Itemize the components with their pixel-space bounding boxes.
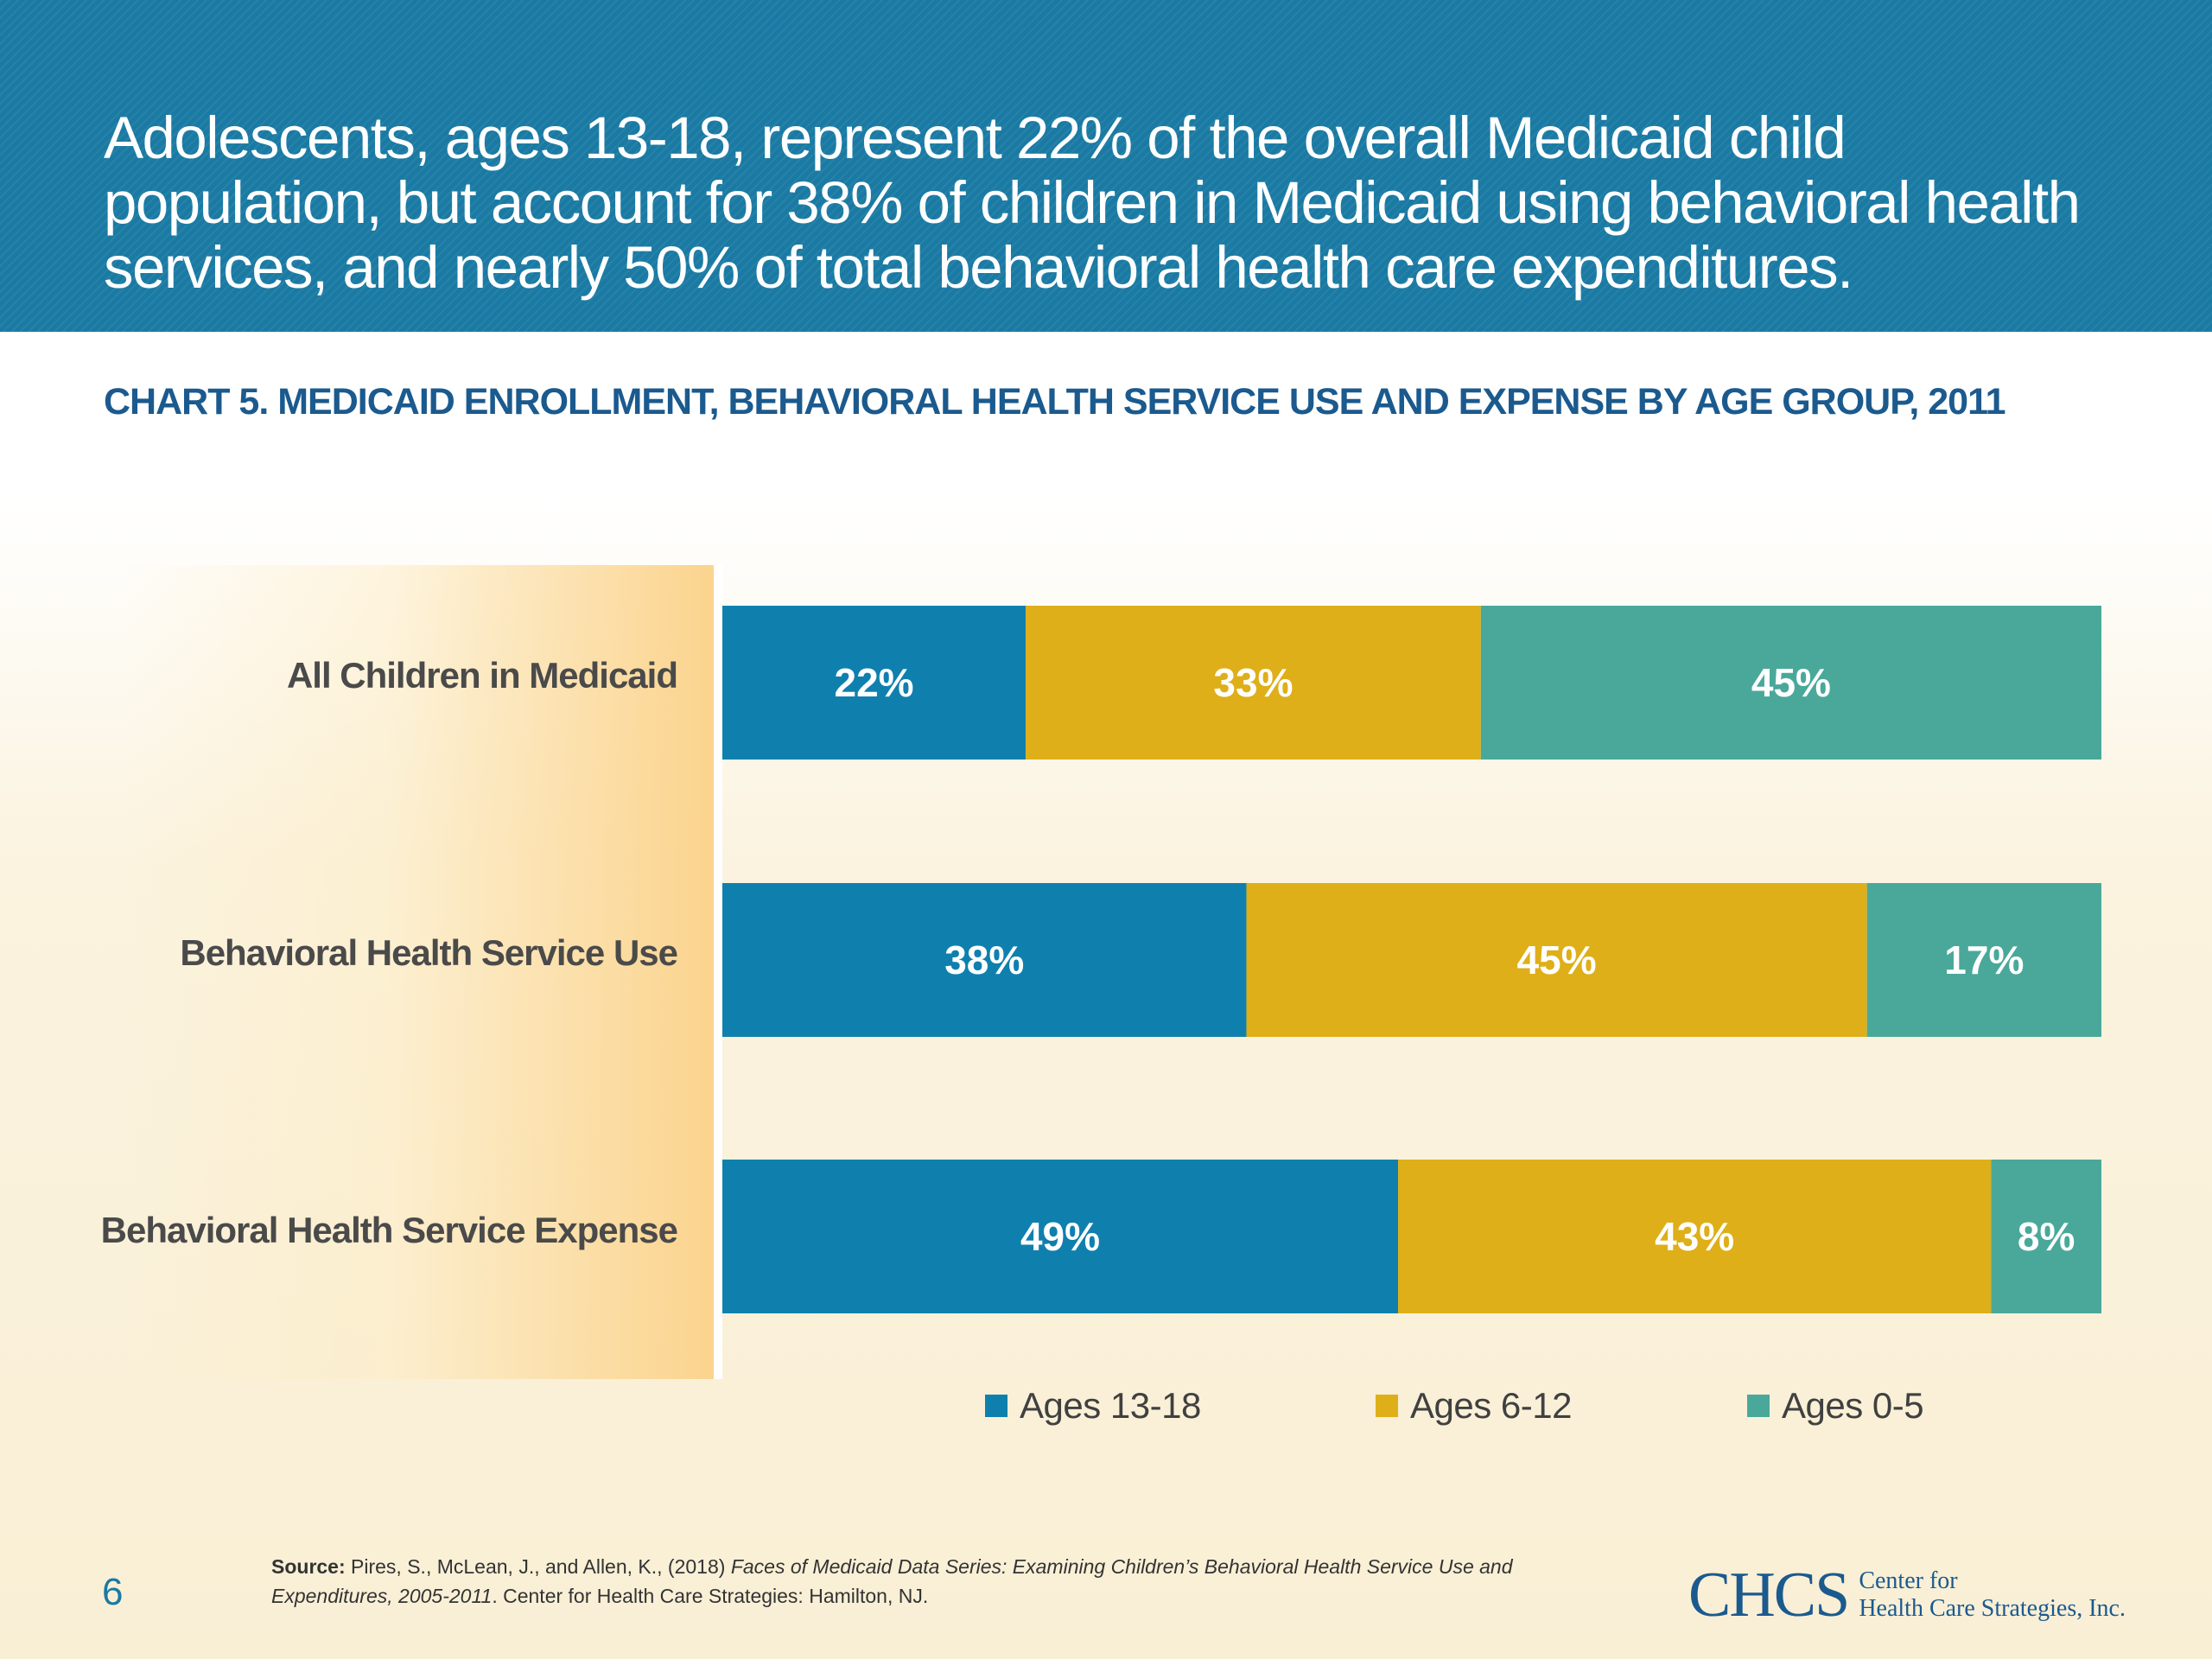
category-label-service-use: Behavioral Health Service Use (180, 932, 678, 973)
data-label-behavioral-health-service-use-ages-13-18: 38% (944, 938, 1024, 982)
data-label-all-children-in-medicaid-ages-6-12: 33% (1213, 660, 1293, 705)
source-title: Faces of Medicaid Data Series: Examining… (271, 1555, 1513, 1607)
bar-behavioral-health-service-expense-ages-6-12 (1398, 1160, 1992, 1313)
bar-behavioral-health-service-use-ages-0-5 (1866, 883, 2101, 1037)
bar-all-children-in-medicaid-ages-13-18 (722, 606, 1027, 760)
data-label-all-children-in-medicaid-ages-0-5: 45% (1751, 660, 1831, 705)
headline-banner: Adolescents, ages 13-18, represent 22% o… (0, 0, 2212, 332)
legend-swatch-ages-13-18 (985, 1395, 1007, 1417)
logo-line-1: Center for (1859, 1567, 1958, 1594)
bar-all-children-in-medicaid-ages-6-12 (1026, 606, 1481, 760)
legend-swatch-ages-6-12 (1376, 1395, 1398, 1417)
data-label-behavioral-health-service-expense-ages-13-18: 49% (1020, 1214, 1100, 1259)
legend-swatch-ages-0-5 (1747, 1395, 1770, 1417)
bar-behavioral-health-service-expense-ages-13-18 (722, 1160, 1399, 1313)
data-label-behavioral-health-service-expense-ages-6-12: 43% (1655, 1214, 1734, 1259)
panel-divider (714, 565, 722, 1379)
legend-item-ages-0-5: Ages 0-5 (1747, 1384, 1924, 1427)
bar-behavioral-health-service-use-ages-13-18 (722, 883, 1247, 1037)
legend-label-ages-6-12: Ages 6-12 (1410, 1385, 1572, 1426)
legend-item-ages-6-12: Ages 6-12 (1376, 1384, 1572, 1427)
legend-item-ages-13-18: Ages 13-18 (985, 1384, 1201, 1427)
logo-text: Center for Health Care Strategies, Inc. (1859, 1567, 2126, 1623)
bar-all-children-in-medicaid-ages-0-5 (1480, 606, 2101, 760)
logo-mark: CHCS (1688, 1559, 1850, 1630)
source-citation: Source: Pires, S., McLean, J., and Allen… (271, 1552, 1619, 1611)
page-number: 6 (102, 1571, 124, 1613)
bar-behavioral-health-service-use-ages-6-12 (1246, 883, 1867, 1037)
chart-title: CHART 5. MEDICAID ENROLLMENT, BEHAVIORAL… (104, 381, 2006, 423)
bar-behavioral-health-service-expense-ages-0-5 (1991, 1160, 2101, 1313)
source-label: Source: (271, 1555, 346, 1578)
source-text-authors: Pires, S., McLean, J., and Allen, K., (2… (345, 1555, 731, 1578)
data-label-all-children-in-medicaid-ages-13-18: 22% (835, 660, 914, 705)
data-label-behavioral-health-service-expense-ages-0-5: 8% (2018, 1214, 2075, 1259)
source-text-publisher: . Center for Health Care Strategies: Ham… (492, 1585, 929, 1607)
data-label-behavioral-health-service-use-ages-0-5: 17% (1944, 938, 2024, 982)
legend-label-ages-0-5: Ages 0-5 (1782, 1385, 1924, 1426)
category-label-panel (121, 565, 714, 1379)
data-label-behavioral-health-service-use-ages-6-12: 45% (1517, 938, 1597, 982)
category-label-service-expense: Behavioral Health Service Expense (100, 1210, 678, 1250)
legend-label-ages-13-18: Ages 13-18 (1020, 1385, 1201, 1426)
category-label-all-children: All Children in Medicaid (286, 655, 678, 696)
headline: Adolescents, ages 13-18, represent 22% o… (104, 105, 2081, 301)
chcs-logo: CHCS Center for Health Care Strategies, … (1688, 1560, 2126, 1630)
logo-line-2: Health Care Strategies, Inc. (1859, 1595, 2126, 1622)
